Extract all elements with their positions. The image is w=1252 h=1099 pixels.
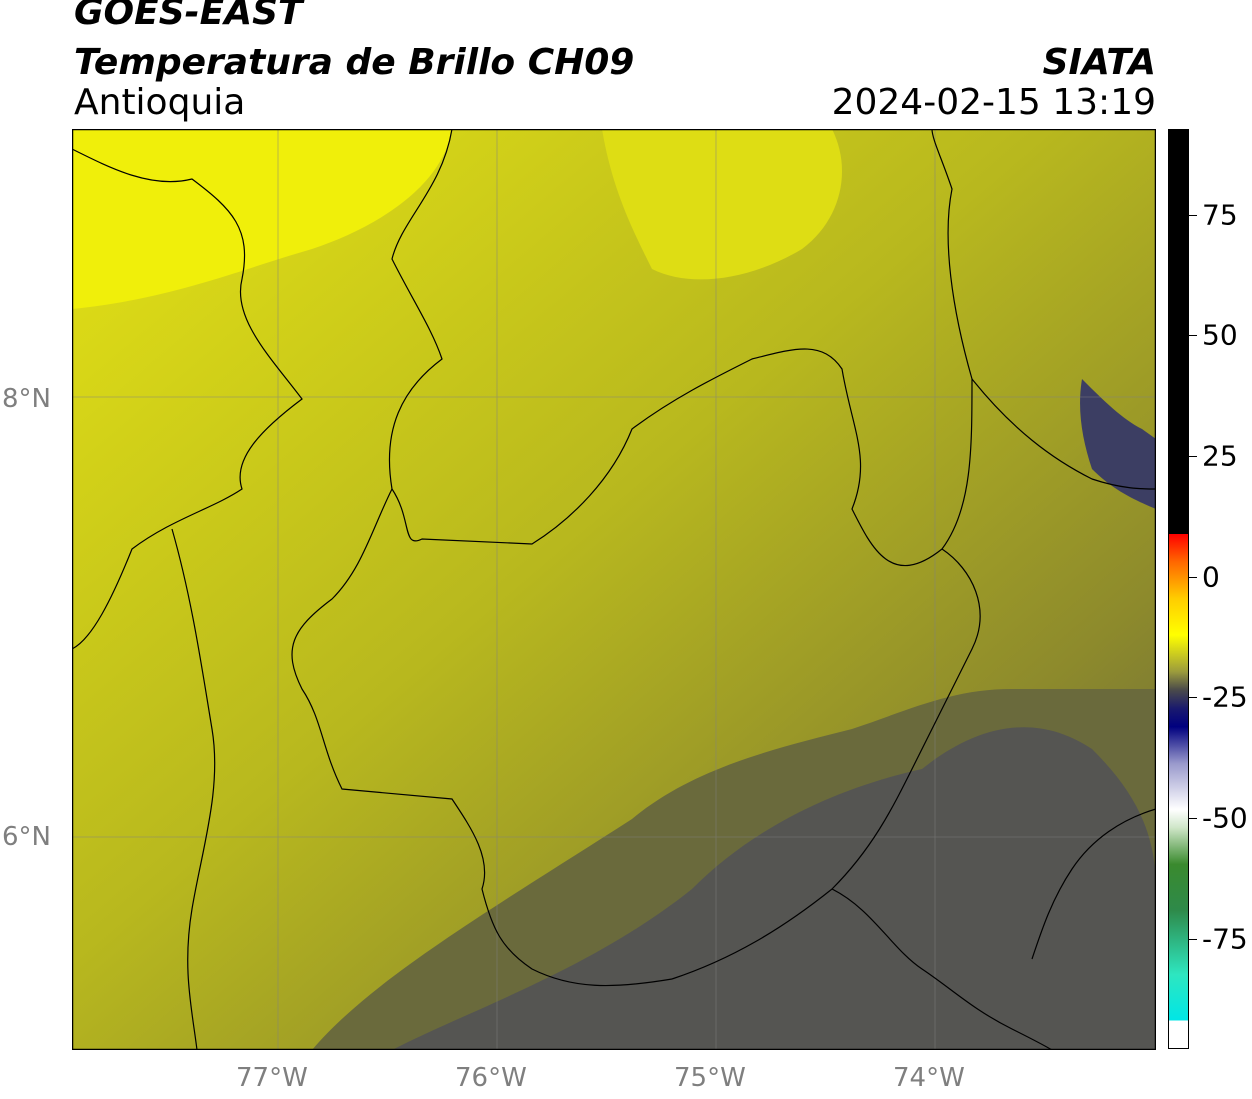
title-datetime: 2024-02-15 13:19: [831, 82, 1156, 123]
title-satellite: GOES-EAST: [74, 0, 303, 33]
title-product: Temperatura de Brillo CH09: [74, 42, 635, 83]
department-border: [171, 528, 216, 1050]
colorbar-label: 75: [1202, 198, 1238, 232]
map-panel: [72, 129, 1156, 1050]
antioquia-border: [291, 488, 673, 987]
lon-label-75w: 75°W: [674, 1063, 746, 1093]
warm-cloud-region: [72, 129, 452, 309]
map-frame: [72, 129, 1156, 1050]
lon-label-74w: 74°W: [893, 1063, 965, 1093]
colorbar-label: 25: [1202, 439, 1238, 473]
colorbar-tick: [1189, 215, 1197, 216]
colorbar-tick: [1189, 577, 1197, 578]
colorbar-label: -25: [1202, 680, 1248, 714]
colorbar-tick: [1189, 818, 1197, 819]
lon-label-77w: 77°W: [236, 1063, 308, 1093]
cold-cloud-region: [392, 727, 1156, 1050]
colorbar-label: 50: [1202, 318, 1238, 352]
colorbar-tick: [1189, 335, 1197, 336]
department-border: [831, 888, 1053, 1050]
department-border: [1031, 808, 1156, 960]
border-lines: [72, 129, 1156, 1050]
lat-label-6n: 6°N: [2, 822, 51, 852]
colorbar-tick: [1189, 939, 1197, 940]
antioquia-border: [671, 548, 981, 980]
graticule: [72, 129, 1156, 1050]
title-organization: SIATA: [1042, 42, 1156, 83]
department-border: [971, 378, 1156, 490]
colorbar-label: -50: [1202, 801, 1248, 835]
warm-cloud-region: [602, 129, 842, 280]
title-region: Antioquia: [74, 82, 246, 123]
antioquia-border: [388, 129, 973, 567]
lon-label-76w: 76°W: [455, 1063, 527, 1093]
colorbar-label: 0: [1202, 560, 1220, 594]
coastline: [72, 148, 303, 650]
colorbar-label: -75: [1202, 922, 1248, 956]
lat-label-8n: 8°N: [2, 384, 51, 414]
colorbar: [1168, 129, 1189, 1049]
cold-cloud-region: [1080, 379, 1156, 509]
colorbar-tick: [1189, 697, 1197, 698]
colorbar-tick: [1189, 456, 1197, 457]
